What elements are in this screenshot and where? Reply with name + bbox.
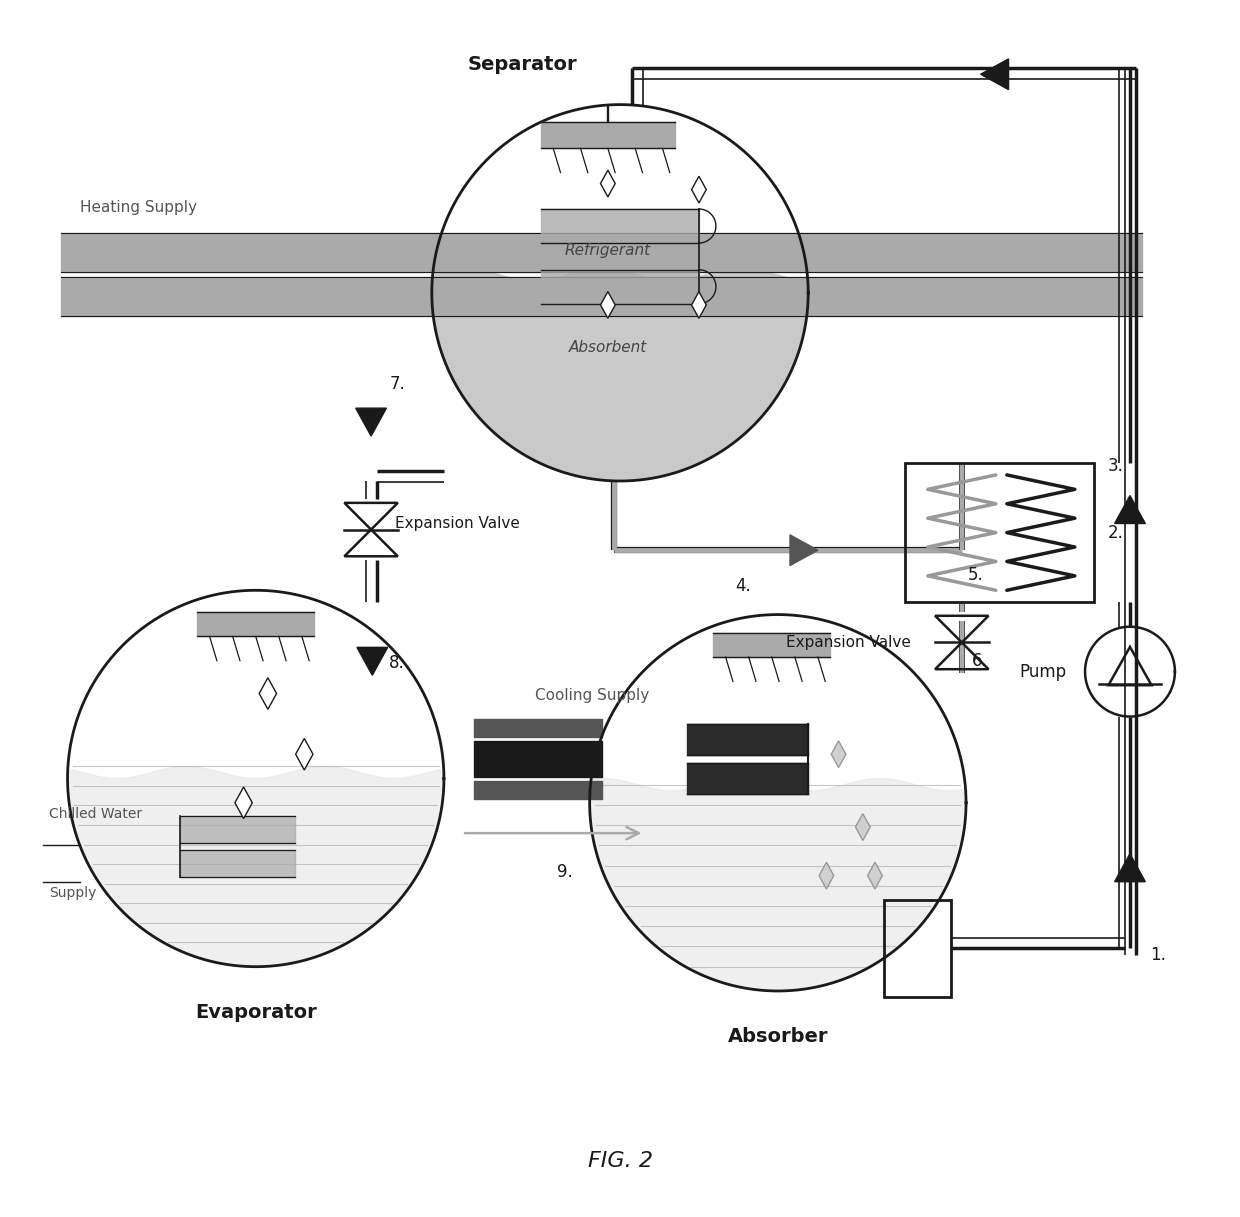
Polygon shape	[1115, 495, 1146, 523]
Polygon shape	[357, 647, 388, 675]
Polygon shape	[831, 741, 846, 768]
Polygon shape	[590, 779, 966, 991]
Bar	[905, 462, 1094, 602]
Text: Absorbent: Absorbent	[569, 340, 647, 355]
Text: 6.: 6.	[971, 652, 987, 669]
Polygon shape	[692, 292, 707, 319]
Polygon shape	[820, 863, 833, 888]
Text: Evaporator: Evaporator	[195, 1003, 316, 1022]
Polygon shape	[295, 739, 312, 770]
Polygon shape	[868, 863, 883, 888]
Polygon shape	[432, 269, 808, 481]
Polygon shape	[259, 678, 277, 710]
Text: 8.: 8.	[389, 655, 405, 672]
Text: 5.: 5.	[968, 566, 983, 584]
Text: Chilled Water: Chilled Water	[50, 807, 143, 821]
Polygon shape	[981, 58, 1008, 90]
Polygon shape	[234, 787, 252, 819]
Polygon shape	[692, 176, 707, 203]
Text: Absorber: Absorber	[728, 1027, 828, 1047]
Text: 9.: 9.	[558, 864, 573, 881]
Text: Separator: Separator	[467, 55, 578, 74]
Text: 7.: 7.	[389, 375, 405, 393]
Text: 2.: 2.	[1109, 523, 1123, 542]
Polygon shape	[67, 767, 444, 966]
Text: 1.: 1.	[1151, 946, 1167, 964]
Text: 4.: 4.	[735, 577, 751, 595]
Polygon shape	[856, 814, 870, 841]
Bar	[884, 899, 951, 997]
Text: Cooling Supply: Cooling Supply	[534, 688, 650, 703]
Text: 3.: 3.	[1109, 456, 1123, 475]
Text: Expansion Valve: Expansion Valve	[396, 516, 521, 531]
Text: Supply: Supply	[50, 886, 97, 899]
Polygon shape	[600, 170, 615, 197]
Polygon shape	[790, 534, 818, 566]
Text: Pump: Pump	[1019, 662, 1066, 680]
Polygon shape	[600, 292, 615, 319]
Text: Refrigerant: Refrigerant	[564, 243, 651, 258]
Text: Heating Supply: Heating Supply	[79, 200, 197, 215]
Polygon shape	[356, 408, 387, 436]
Text: Expansion Valve: Expansion Valve	[786, 635, 910, 650]
Text: FIG. 2: FIG. 2	[588, 1151, 652, 1171]
Polygon shape	[1115, 854, 1146, 881]
